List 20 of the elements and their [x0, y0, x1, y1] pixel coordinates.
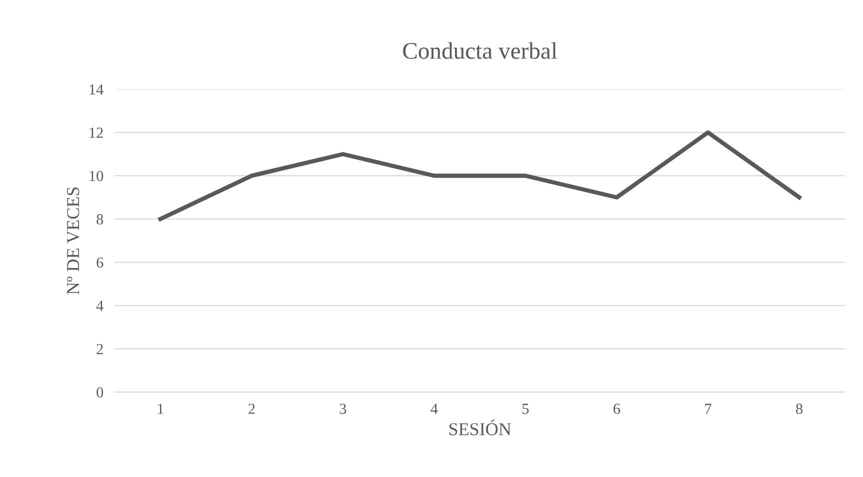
y-tick-label: 0 — [96, 387, 104, 398]
x-tick-label: 5 — [522, 404, 529, 414]
y-tick-label: 8 — [96, 214, 104, 224]
y-tick-label: 12 — [90, 128, 103, 138]
x-tick-label: 8 — [796, 404, 802, 414]
x-tick-label: 1 — [158, 404, 164, 414]
chart-title: Conducta verbal — [403, 42, 558, 59]
y-tick-label: 4 — [96, 300, 104, 311]
x-tick-label: 7 — [705, 404, 712, 414]
y-tick-label: 2 — [96, 344, 103, 354]
line-series — [158, 130, 802, 222]
y-axis-title: Nº DE VECES — [66, 187, 80, 294]
x-axis-title: SESIÓN — [449, 420, 512, 436]
x-tick-label: 2 — [248, 404, 255, 414]
y-tick-label: 14 — [90, 84, 104, 94]
y-tick-label: 6 — [96, 257, 104, 268]
x-tick-label: 4 — [430, 404, 438, 414]
y-tick-label: 10 — [90, 170, 104, 182]
x-tick-label: 6 — [614, 404, 620, 414]
x-tick-label: 3 — [340, 404, 346, 414]
